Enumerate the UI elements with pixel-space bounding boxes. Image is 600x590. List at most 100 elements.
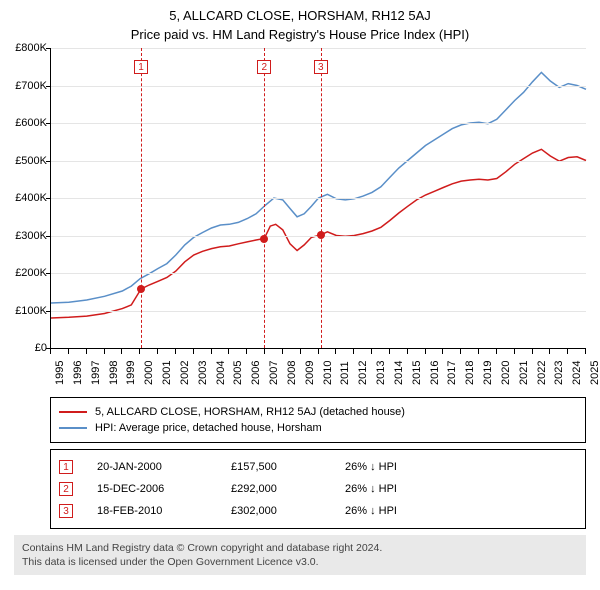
transaction-row: 318-FEB-2010£302,00026% ↓ HPI	[59, 500, 577, 522]
x-axis-label: 2020	[500, 361, 512, 385]
x-tick	[549, 349, 550, 354]
x-tick	[228, 349, 229, 354]
x-axis-label: 2004	[215, 361, 227, 385]
transaction-price: £157,500	[231, 456, 321, 478]
y-axis-label: £300K	[5, 230, 47, 242]
x-tick	[282, 349, 283, 354]
x-tick	[442, 349, 443, 354]
x-axis-label: 2012	[357, 361, 369, 385]
gridline	[51, 48, 586, 49]
gridline	[51, 161, 586, 162]
y-tick	[46, 273, 51, 274]
x-tick	[193, 349, 194, 354]
gridline	[51, 123, 586, 124]
y-tick	[46, 198, 51, 199]
copyright-line-1: Contains HM Land Registry data © Crown c…	[22, 541, 578, 555]
y-tick	[46, 311, 51, 312]
x-axis-label: 2017	[446, 361, 458, 385]
x-tick	[318, 349, 319, 354]
x-axis-labels: 1995199619971998199920002001200220032004…	[50, 349, 586, 391]
x-axis-label: 2000	[143, 361, 155, 385]
x-axis-label: 2025	[589, 361, 600, 385]
x-tick	[121, 349, 122, 354]
x-axis-label: 2019	[482, 361, 494, 385]
transaction-price: £292,000	[231, 478, 321, 500]
x-tick	[407, 349, 408, 354]
y-axis-label: £400K	[5, 192, 47, 204]
legend-box: 5, ALLCARD CLOSE, HORSHAM, RH12 5AJ (det…	[50, 397, 586, 443]
transaction-hpi: 26% ↓ HPI	[345, 478, 397, 500]
marker-box: 2	[257, 60, 271, 74]
gridline	[51, 273, 586, 274]
x-axis-label: 1999	[125, 361, 137, 385]
x-axis-label: 2018	[464, 361, 476, 385]
x-tick	[50, 349, 51, 354]
x-tick	[460, 349, 461, 354]
copyright-notice: Contains HM Land Registry data © Crown c…	[14, 535, 586, 575]
chart-subtitle: Price paid vs. HM Land Registry's House …	[0, 23, 600, 48]
x-axis-label: 1995	[54, 361, 66, 385]
x-axis-label: 2022	[536, 361, 548, 385]
marker-dot	[137, 285, 145, 293]
x-axis-label: 2013	[375, 361, 387, 385]
marker-dot	[260, 235, 268, 243]
x-tick	[532, 349, 533, 354]
x-axis-label: 2014	[393, 361, 405, 385]
x-axis-label: 2008	[286, 361, 298, 385]
transactions-table: 120-JAN-2000£157,50026% ↓ HPI215-DEC-200…	[50, 449, 586, 529]
x-tick	[585, 349, 586, 354]
transaction-hpi: 26% ↓ HPI	[345, 456, 397, 478]
x-axis-label: 2021	[518, 361, 530, 385]
gridline	[51, 198, 586, 199]
y-tick	[46, 123, 51, 124]
marker-dot	[317, 231, 325, 239]
x-axis-label: 2009	[304, 361, 316, 385]
page: 5, ALLCARD CLOSE, HORSHAM, RH12 5AJ Pric…	[0, 0, 600, 590]
legend-label: 5, ALLCARD CLOSE, HORSHAM, RH12 5AJ (det…	[95, 404, 405, 420]
x-tick	[353, 349, 354, 354]
x-tick	[175, 349, 176, 354]
y-tick	[46, 86, 51, 87]
x-tick	[300, 349, 301, 354]
x-axis-label: 2023	[553, 361, 565, 385]
x-axis-label: 2003	[197, 361, 209, 385]
x-axis-label: 1998	[108, 361, 120, 385]
x-tick	[246, 349, 247, 354]
x-axis-label: 2015	[411, 361, 423, 385]
x-tick	[211, 349, 212, 354]
legend-item: 5, ALLCARD CLOSE, HORSHAM, RH12 5AJ (det…	[59, 404, 577, 420]
x-axis-label: 2006	[250, 361, 262, 385]
line-chart: £0£100K£200K£300K£400K£500K£600K£700K£80…	[50, 48, 586, 349]
x-tick	[157, 349, 158, 354]
y-axis-label: £600K	[5, 117, 47, 129]
y-axis-label: £200K	[5, 267, 47, 279]
gridline	[51, 311, 586, 312]
y-axis-label: £0	[5, 342, 47, 354]
x-axis-label: 1996	[72, 361, 84, 385]
series-hpi	[51, 72, 586, 303]
x-tick	[371, 349, 372, 354]
marker-box: 1	[134, 60, 148, 74]
x-tick	[478, 349, 479, 354]
transaction-date: 18-FEB-2010	[97, 500, 207, 522]
x-tick	[567, 349, 568, 354]
x-axis-label: 2010	[322, 361, 334, 385]
transaction-date: 20-JAN-2000	[97, 456, 207, 478]
transaction-marker: 2	[59, 482, 73, 496]
x-axis-label: 2016	[429, 361, 441, 385]
legend-swatch	[59, 427, 87, 429]
legend-swatch	[59, 411, 87, 413]
x-tick	[68, 349, 69, 354]
x-tick	[86, 349, 87, 354]
x-axis-label: 2007	[268, 361, 280, 385]
y-axis-label: £800K	[5, 42, 47, 54]
copyright-line-2: This data is licensed under the Open Gov…	[22, 555, 578, 569]
x-tick	[389, 349, 390, 354]
marker-vline	[141, 48, 142, 348]
x-tick	[514, 349, 515, 354]
transaction-row: 120-JAN-2000£157,50026% ↓ HPI	[59, 456, 577, 478]
x-axis-label: 2001	[161, 361, 173, 385]
x-axis-label: 2005	[232, 361, 244, 385]
y-axis-label: £700K	[5, 80, 47, 92]
transaction-marker: 3	[59, 504, 73, 518]
